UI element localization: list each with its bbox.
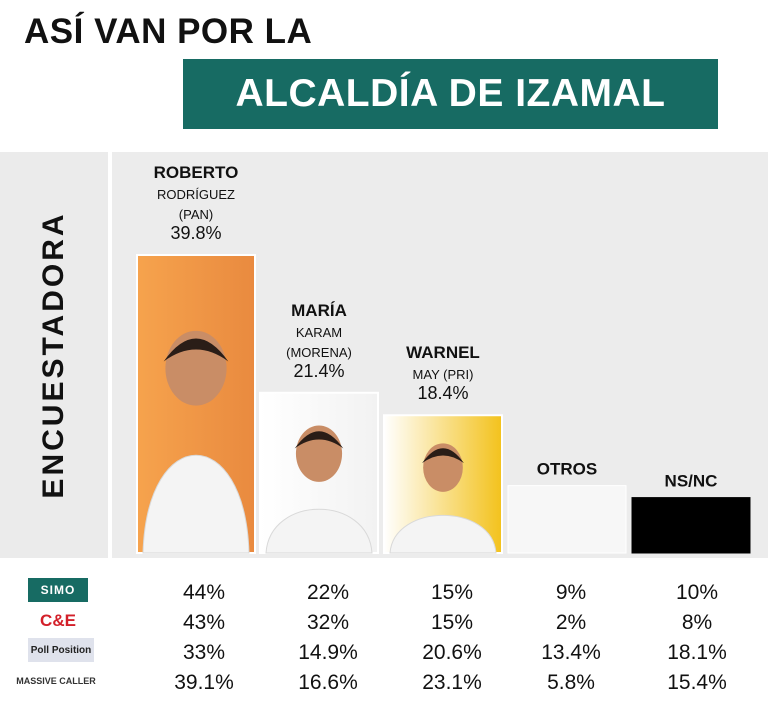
pollster-value: 44%	[182, 581, 226, 604]
pollster-value: 33%	[182, 641, 226, 664]
bar-label-value_label-0: 39.8%	[170, 223, 221, 243]
candidate-shirt-0	[142, 455, 250, 554]
pollster-logo: MASSIVE CALLER	[16, 676, 96, 686]
pollster-value: 18.1%	[667, 641, 727, 664]
bar-4	[631, 497, 751, 554]
bar-label-name-0: ROBERTO	[154, 163, 239, 182]
candidate-hair-1	[294, 431, 344, 449]
side-label-box: ENCUESTADORA	[0, 152, 112, 558]
bar-label-line2-2: MAY (PRI)	[413, 367, 474, 382]
bar-label-name-2: WARNEL	[406, 343, 480, 362]
bar-3	[507, 485, 627, 554]
pollster-value: 20.6%	[422, 641, 482, 664]
pollster-value: 15%	[430, 581, 474, 604]
candidate-hair-2	[422, 448, 464, 464]
pollster-value: 13.4%	[541, 641, 601, 664]
pollster-logo: Poll Position	[28, 638, 94, 662]
pollster-row: C&E 43% 32% 15% 2% 8%	[0, 608, 768, 638]
bar-label-line2-1: KARAM	[296, 325, 342, 340]
pollster-value: 32%	[306, 611, 350, 634]
pollster-logo: SIMO	[28, 578, 88, 602]
pollster-value: 5.8%	[547, 671, 595, 694]
candidate-hair-0	[163, 338, 229, 362]
bar-label-line2-0: RODRÍGUEZ	[157, 187, 235, 202]
candidate-shirt-1	[265, 508, 373, 554]
bar-label-line3-1: (MORENA)	[286, 345, 352, 360]
bar-label-name-3: OTROS	[537, 460, 597, 479]
bar-label-name-4: NS/NC	[665, 472, 718, 491]
bar-label-value_label-1: 21.4%	[293, 361, 344, 381]
pollster-row: MASSIVE CALLER 39.1% 16.6% 23.1% 5.8% 15.4%	[0, 668, 768, 698]
pollster-row: Poll Position 33% 14.9% 20.6% 13.4% 18.1%	[0, 638, 768, 668]
pollster-value: 10%	[675, 581, 719, 604]
pollster-row: SIMO 44% 22% 15% 9% 10%	[0, 578, 768, 608]
pollster-table: SIMO 44% 22% 15% 9% 10% C&E 43% 32% 15% 2% 8% Poll P…	[0, 568, 768, 717]
pollster-logo: C&E	[40, 611, 76, 630]
title-banner: ALCALDÍA DE IZAMAL	[183, 59, 718, 129]
pollster-value: 15.4%	[667, 671, 727, 694]
pollster-value: 8%	[681, 611, 713, 634]
pollster-value: 15%	[430, 611, 474, 634]
bar-label-line3-0: (PAN)	[179, 207, 213, 222]
candidate-shirt-2	[389, 515, 497, 554]
pollster-value: 14.9%	[298, 641, 358, 664]
pollster-value: 43%	[182, 611, 226, 634]
pollster-value: 22%	[306, 581, 350, 604]
pollster-value: 9%	[555, 581, 587, 604]
pollster-value: 23.1%	[422, 671, 482, 694]
pollster-value: 39.1%	[174, 671, 234, 694]
bar-label-value_label-2: 18.4%	[417, 383, 468, 403]
title-line-1: ASÍ VAN POR LA	[24, 12, 313, 51]
pollster-value: 2%	[555, 611, 587, 634]
pollster-value: 16.6%	[298, 671, 358, 694]
bar-label-name-1: MARÍA	[291, 301, 347, 320]
